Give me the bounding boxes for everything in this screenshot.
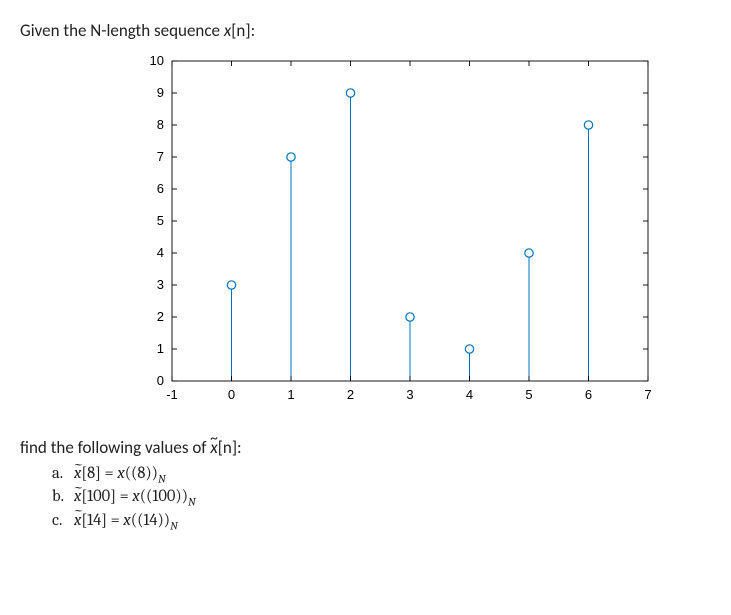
svg-text:5: 5 — [525, 387, 532, 402]
find-prefix: find the following values of — [20, 437, 210, 458]
q-b-rhs-var: x — [132, 487, 139, 506]
find-line: find the following values of x[n]: — [20, 437, 711, 458]
svg-text:3: 3 — [406, 387, 413, 402]
q-letter: b. — [52, 487, 74, 506]
q-c-lhs-var: x — [74, 511, 81, 530]
svg-text:5: 5 — [157, 213, 164, 228]
stem-plot: -101234567012345678910 — [120, 49, 711, 409]
q-b-sub: N — [188, 496, 196, 509]
q-a-rhs-var: x — [117, 464, 124, 483]
svg-text:8: 8 — [157, 117, 164, 132]
q-c-rhs-arg: 14 — [143, 511, 157, 530]
question-list: a.x[8] = x((8))N b.x[100] = x((100))N c.… — [20, 464, 711, 532]
svg-text:10: 10 — [150, 53, 164, 68]
svg-text:1: 1 — [157, 341, 164, 356]
svg-text:4: 4 — [157, 245, 164, 260]
q-c-lhs-idx: 14 — [87, 511, 101, 530]
q-letter: a. — [52, 464, 74, 483]
svg-text:6: 6 — [585, 387, 592, 402]
find-suffix: : — [237, 437, 242, 458]
svg-text:2: 2 — [157, 309, 164, 324]
svg-text:3: 3 — [157, 277, 164, 292]
svg-text:7: 7 — [157, 149, 164, 164]
find-arg: [n] — [218, 437, 237, 458]
problem-heading: Given the N-length sequence x[n]: — [20, 20, 711, 41]
svg-text:1: 1 — [287, 387, 294, 402]
q-b-lhs-idx: 100 — [87, 487, 110, 506]
q-a-rhs-arg: 8 — [137, 464, 145, 483]
svg-text:7: 7 — [644, 387, 651, 402]
heading-arg: [n] — [231, 20, 250, 41]
question-b: b.x[100] = x((100))N — [52, 487, 711, 508]
svg-text:9: 9 — [157, 85, 164, 100]
svg-text:2: 2 — [347, 387, 354, 402]
q-a-sub: N — [158, 472, 166, 485]
find-var: x — [210, 437, 217, 458]
q-c-rhs-var: x — [123, 511, 130, 530]
stem-plot-svg: -101234567012345678910 — [120, 49, 660, 409]
q-c-sub: N — [170, 519, 178, 532]
svg-text:6: 6 — [157, 181, 164, 196]
q-b-rhs-arg: 100 — [152, 487, 175, 506]
svg-text:0: 0 — [228, 387, 235, 402]
q-letter: c. — [52, 511, 74, 530]
heading-prefix: Given the N-length sequence — [20, 20, 224, 41]
q-a-lhs-idx: 8 — [87, 464, 95, 483]
question-a: a.x[8] = x((8))N — [52, 464, 711, 485]
svg-text:0: 0 — [157, 373, 164, 388]
svg-text:-1: -1 — [166, 387, 178, 402]
svg-text:4: 4 — [466, 387, 473, 402]
question-c: c.x[14] = x((14))N — [52, 511, 711, 532]
heading-suffix: : — [251, 20, 256, 41]
